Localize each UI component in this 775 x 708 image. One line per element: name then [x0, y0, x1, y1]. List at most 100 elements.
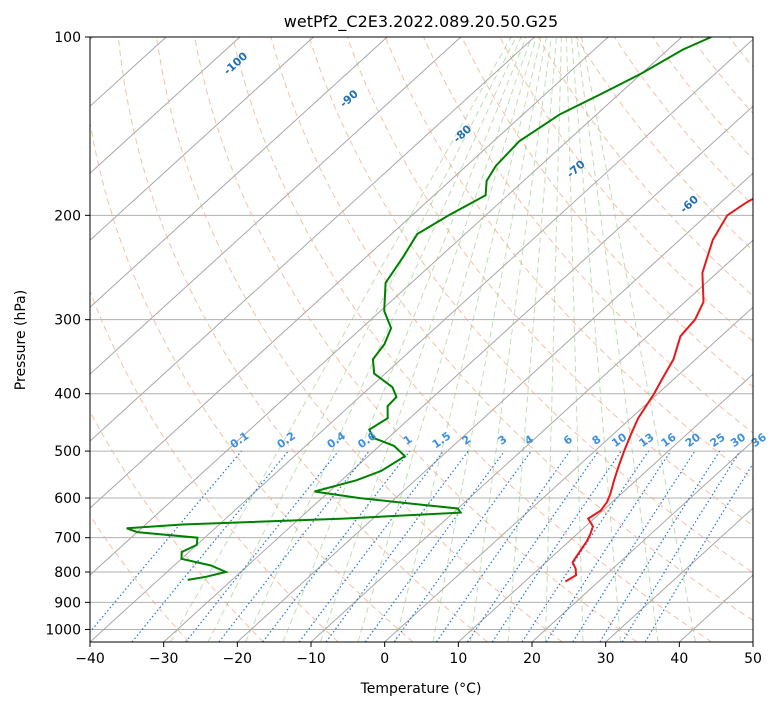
chart-title: wetPf2_C2E3.2022.089.20.50.G25: [284, 12, 558, 32]
dry-adiabat: [461, 37, 753, 388]
isotherm-line: [163, 105, 753, 642]
mixing-ratio-line: [644, 462, 753, 642]
x-tick-label: −40: [75, 651, 105, 667]
y-tick-label: 400: [54, 387, 81, 403]
isotherm-line: [457, 373, 753, 642]
moist-adiabat: [282, 37, 527, 642]
x-tick-label: −10: [296, 651, 326, 667]
mixing-ratio-label: 3: [496, 433, 510, 448]
y-tick-label: 600: [54, 491, 81, 507]
dry-adiabat: [117, 37, 488, 642]
mixing-ratio-label: 0.1: [228, 429, 251, 451]
mixing-ratio-line: [467, 450, 599, 642]
dry-adiabat: [346, 37, 753, 527]
mixing-ratio-line: [131, 450, 289, 642]
y-axis-label: Pressure (hPa): [13, 290, 29, 390]
dry-adiabat: [767, 37, 775, 642]
moist-adiabat: [581, 37, 696, 642]
isotherm-label: -80: [451, 122, 475, 145]
isotherm-label: -70: [564, 157, 588, 180]
moist-adiabat: [394, 37, 542, 642]
moist-adiabat: [432, 37, 547, 642]
mixing-ratio-label: 0.2: [275, 429, 298, 451]
mixing-ratio-line: [599, 450, 721, 642]
y-tick-label: 700: [54, 531, 81, 547]
line-labels: 0.1 0.2 0.4 0.6 1 1.5 2 3 4 6 8 10 13 16 20 25 30 36-100-…: [221, 49, 769, 451]
mixing-ratio-label: 0.6: [355, 429, 379, 451]
isotherm-line: [90, 37, 535, 442]
isotherm-line: [90, 37, 388, 308]
x-tick-label: −20: [223, 651, 253, 667]
moist-adiabat: [576, 37, 659, 642]
moist-adiabat: [244, 37, 522, 642]
dry-adiabat: [537, 37, 753, 297]
mixing-ratio-line: [491, 450, 622, 642]
y-tick-label: 200: [54, 208, 81, 224]
mixing-ratio-label: 4: [522, 433, 536, 448]
moist-adiabat: [169, 37, 512, 642]
isotherm-line: [90, 37, 683, 576]
x-tick-label: 40: [670, 651, 688, 667]
isotherm-line: [90, 37, 314, 241]
dry-adiabat: [385, 37, 753, 480]
isotherm-line: [310, 239, 753, 642]
isotherm-line: [752, 641, 753, 642]
moist-adiabat: [565, 37, 584, 642]
x-tick-label: −30: [149, 651, 179, 667]
mixing-ratio-line: [364, 450, 505, 642]
y-tick-label: 800: [54, 565, 81, 581]
isotherm-line: [605, 507, 753, 642]
dry-adiabat: [728, 37, 753, 68]
isotherm-label: -60: [678, 193, 702, 216]
mixing-ratio-line: [393, 450, 532, 642]
mixing-ratio-line: [572, 450, 696, 642]
moist-adiabat: [571, 37, 621, 642]
moist-adiabat: [545, 37, 562, 642]
mixing-ratio-line: [325, 450, 469, 642]
dry-adiabat: [194, 37, 638, 642]
mixing-ratio-line: [218, 450, 370, 642]
y-tick-label: 100: [54, 30, 81, 46]
mixing-ratio-line: [90, 450, 242, 634]
x-tick-label: 30: [597, 651, 615, 667]
dry-adiabat: [499, 37, 753, 343]
x-tick-label: 0: [380, 651, 389, 667]
moist-adiabat: [507, 37, 557, 642]
mixing-ratio-label: 6: [561, 433, 575, 448]
mixing-ratio-label: 1: [401, 433, 415, 448]
isotherm-line: [678, 574, 753, 642]
dry-adiabat: [270, 37, 753, 622]
y-tick-label: 900: [54, 595, 81, 611]
dry-adiabat: [652, 37, 753, 161]
moist-adiabat: [319, 37, 532, 642]
mixing-ratio-line: [545, 450, 672, 642]
series-lines: [126, 37, 753, 583]
moist-adiabat: [207, 37, 517, 642]
mixing-ratio-label: 36: [749, 430, 769, 450]
isotherm-line: [90, 37, 609, 509]
x-tick-label: 50: [744, 651, 762, 667]
mixing-ratio-line: [185, 450, 339, 642]
mixing-ratio-label: 25: [708, 431, 728, 450]
mixing-ratio-label: 0.4: [325, 429, 349, 451]
isotherm-line: [384, 306, 753, 642]
isotherm-line: [90, 37, 241, 174]
x-tick-label: 10: [449, 651, 467, 667]
plot-frame: [89, 36, 754, 643]
moist-adiabat: [470, 37, 552, 642]
dry-adiabat: [90, 410, 264, 642]
temperature-line: [564, 197, 753, 583]
x-tick-label: 20: [523, 651, 541, 667]
dry-adiabat: [90, 290, 339, 642]
mixing-ratio-line: [621, 450, 741, 642]
y-axis: 100 200 300 400 500 600 700 800 900 1000: [45, 30, 90, 638]
x-axis-label: Temperature (°C): [360, 681, 482, 697]
isotherm-label: -90: [337, 87, 361, 110]
isotherm-line: [90, 37, 462, 375]
mixing-ratio-line: [262, 450, 411, 642]
dry-adiabat: [575, 37, 753, 252]
dry-adiabat: [232, 37, 712, 642]
moist-adiabat: [357, 37, 537, 642]
mixing-ratio-label: 30: [728, 430, 748, 450]
